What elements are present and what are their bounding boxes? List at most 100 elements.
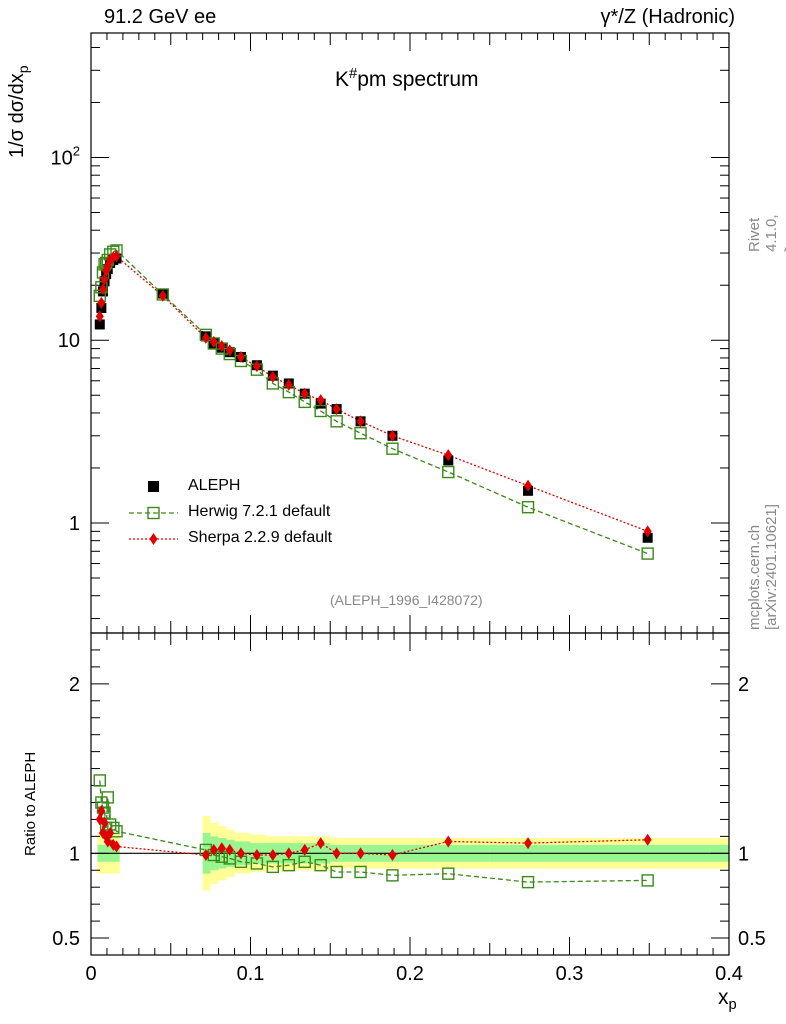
mcplots-label: mcplots.cern.ch [arXiv:2401.10621] bbox=[746, 504, 780, 630]
sherpa-marker bbox=[209, 843, 218, 856]
legend-herwig: Herwig 7.2.1 default bbox=[188, 503, 331, 520]
herwig-marker bbox=[521, 875, 535, 889]
sherpa-marker bbox=[236, 350, 245, 363]
sherpa-marker bbox=[252, 849, 261, 862]
sherpa-marker bbox=[316, 394, 325, 407]
sherpa-marker bbox=[112, 840, 121, 853]
legend-sherpa: Sherpa 2.2.9 default bbox=[188, 529, 333, 546]
x-tick-label: 0.3 bbox=[556, 963, 584, 985]
x-axis-label-text: x bbox=[718, 986, 729, 1009]
sherpa-marker bbox=[524, 479, 533, 492]
ratio-y-tick-label: 0.5 bbox=[52, 928, 80, 950]
herwig-marker bbox=[386, 442, 399, 455]
sherpa-marker bbox=[97, 296, 106, 309]
herwig-marker bbox=[354, 865, 367, 879]
sherpa-marker bbox=[100, 816, 109, 829]
herwig-line bbox=[99, 249, 648, 555]
sherpa-marker bbox=[524, 837, 533, 850]
x-tick-label: 0.4 bbox=[715, 963, 743, 985]
sherpa-marker bbox=[268, 370, 277, 383]
energy-label: 91.2 GeV ee bbox=[104, 6, 217, 28]
sherpa-marker bbox=[388, 429, 397, 442]
y-tick-label: 102 bbox=[51, 143, 80, 169]
sherpa-marker bbox=[106, 826, 115, 839]
herwig-marker bbox=[101, 791, 114, 804]
sherpa-marker bbox=[643, 525, 652, 538]
sherpa-marker bbox=[98, 283, 107, 296]
herwig-marker bbox=[266, 860, 280, 874]
x-axis-label: xp bbox=[718, 986, 737, 1013]
herwig-marker bbox=[330, 865, 343, 879]
y-tick-label: 10 bbox=[58, 330, 80, 352]
rivet-version-label: Rivet 4.1.0, ≥ 100k events bbox=[746, 214, 786, 252]
sherpa-marker bbox=[300, 843, 309, 856]
ratio-frame bbox=[90, 632, 730, 956]
sherpa-marker bbox=[643, 833, 652, 846]
sherpa-marker bbox=[252, 360, 261, 373]
sherpa-marker bbox=[316, 837, 325, 850]
herwig-marker bbox=[282, 858, 295, 872]
analysis-id: (ALEPH_1996_I428072) bbox=[330, 592, 483, 608]
sherpa-marker bbox=[209, 335, 218, 348]
sherpa-marker bbox=[268, 849, 277, 862]
main-frame bbox=[90, 32, 730, 634]
herwig-marker bbox=[298, 855, 311, 868]
ratio-y-tick-label-right: 0.5 bbox=[738, 928, 766, 950]
sherpa-marker bbox=[236, 847, 245, 860]
sherpa-marker bbox=[444, 835, 453, 848]
ratio-panel: 0 0.1 0.2 0.3 0.4 0.5 0.5 1 1 2 2 bbox=[52, 632, 766, 985]
sherpa-marker bbox=[388, 849, 397, 862]
sherpa-marker bbox=[217, 339, 226, 352]
sherpa-marker bbox=[284, 378, 293, 391]
plot-title: K#pm spectrum bbox=[335, 66, 479, 92]
y-tick-label: 1 bbox=[69, 513, 80, 535]
x-tick-label: 0.2 bbox=[396, 963, 424, 985]
sherpa-marker bbox=[149, 533, 158, 545]
sherpa-marker bbox=[112, 250, 121, 263]
herwig-marker bbox=[641, 547, 654, 560]
herwig-marker bbox=[442, 465, 455, 479]
sherpa-marker bbox=[356, 415, 365, 428]
y-tick-label-exp: 2 bbox=[73, 143, 80, 158]
herwig-marker bbox=[330, 415, 343, 428]
herwig-ratio-line bbox=[99, 780, 648, 883]
ratio-y-tick-label: 2 bbox=[69, 674, 80, 696]
sherpa-marker bbox=[201, 331, 210, 344]
y-axis-label-text: 1/σ dσ/dx bbox=[6, 73, 28, 158]
ratio-y-tick-label: 1 bbox=[69, 843, 80, 865]
herwig-marker bbox=[386, 869, 399, 882]
sherpa-marker bbox=[225, 843, 234, 856]
sherpa-marker bbox=[356, 847, 365, 860]
process-label: γ*/Z (Hadronic) bbox=[600, 6, 735, 28]
sherpa-marker bbox=[95, 310, 104, 323]
legend-aleph-marker bbox=[148, 481, 159, 492]
sherpa-marker bbox=[225, 344, 234, 357]
x-tick-label: 0.1 bbox=[237, 963, 265, 985]
herwig-marker bbox=[93, 774, 106, 787]
sherpa-marker bbox=[158, 289, 167, 302]
aleph-marker bbox=[94, 319, 105, 330]
herwig-marker bbox=[354, 426, 367, 440]
y-axis-label-sub: p bbox=[15, 65, 31, 74]
sherpa-marker bbox=[201, 849, 210, 862]
ratio-y-tick-label-right: 1 bbox=[738, 843, 749, 865]
legend-aleph: ALEPH bbox=[188, 477, 241, 494]
y-axis-label: 1/σ dσ/dxp bbox=[6, 65, 31, 158]
sherpa-marker bbox=[100, 273, 109, 286]
sherpa-marker bbox=[97, 804, 106, 817]
sherpa-marker bbox=[444, 449, 453, 462]
x-tick-label: 0 bbox=[85, 963, 96, 985]
title-base: K bbox=[335, 68, 350, 91]
y-tick-label-base: 10 bbox=[51, 147, 73, 169]
title-sup: # bbox=[349, 66, 358, 82]
sherpa-marker bbox=[217, 842, 226, 855]
sherpa-marker bbox=[284, 847, 293, 860]
ratio-y-tick-label-right: 2 bbox=[738, 674, 749, 696]
herwig-marker bbox=[521, 500, 535, 514]
sherpa-marker bbox=[332, 403, 341, 416]
herwig-marker bbox=[641, 874, 654, 887]
x-axis-label-sub: p bbox=[728, 997, 737, 1014]
sherpa-line bbox=[99, 255, 648, 532]
